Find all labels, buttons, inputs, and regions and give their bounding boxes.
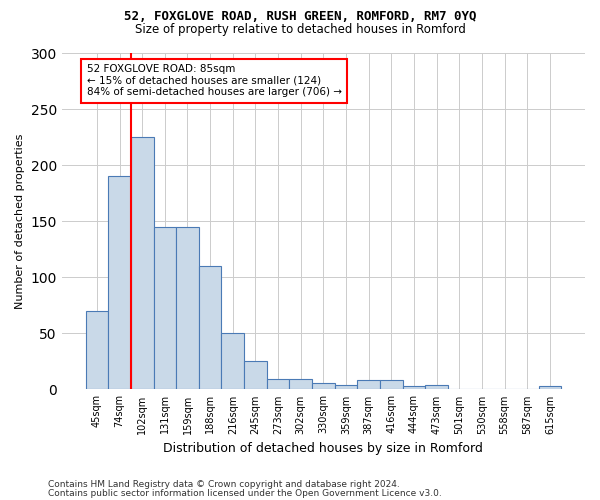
Bar bbox=[244, 362, 267, 390]
Bar bbox=[289, 380, 312, 390]
Bar bbox=[425, 385, 448, 390]
Bar bbox=[199, 266, 221, 390]
X-axis label: Distribution of detached houses by size in Romford: Distribution of detached houses by size … bbox=[163, 442, 484, 455]
Bar bbox=[154, 227, 176, 390]
Bar bbox=[108, 176, 131, 390]
Y-axis label: Number of detached properties: Number of detached properties bbox=[15, 134, 25, 309]
Text: 52, FOXGLOVE ROAD, RUSH GREEN, ROMFORD, RM7 0YQ: 52, FOXGLOVE ROAD, RUSH GREEN, ROMFORD, … bbox=[124, 10, 476, 23]
Text: 52 FOXGLOVE ROAD: 85sqm
← 15% of detached houses are smaller (124)
84% of semi-d: 52 FOXGLOVE ROAD: 85sqm ← 15% of detache… bbox=[87, 64, 342, 98]
Text: Contains HM Land Registry data © Crown copyright and database right 2024.: Contains HM Land Registry data © Crown c… bbox=[48, 480, 400, 489]
Bar bbox=[86, 311, 108, 390]
Text: Contains public sector information licensed under the Open Government Licence v3: Contains public sector information licen… bbox=[48, 488, 442, 498]
Bar bbox=[380, 380, 403, 390]
Bar bbox=[131, 137, 154, 390]
Bar bbox=[335, 385, 358, 390]
Bar bbox=[312, 382, 335, 390]
Text: Size of property relative to detached houses in Romford: Size of property relative to detached ho… bbox=[134, 22, 466, 36]
Bar bbox=[221, 334, 244, 390]
Bar bbox=[403, 386, 425, 390]
Bar bbox=[176, 227, 199, 390]
Bar bbox=[358, 380, 380, 390]
Bar bbox=[267, 380, 289, 390]
Bar bbox=[539, 386, 561, 390]
